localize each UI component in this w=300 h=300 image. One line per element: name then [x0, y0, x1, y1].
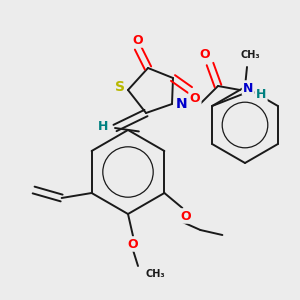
- Text: CH₃: CH₃: [146, 269, 166, 279]
- Text: O: O: [180, 209, 191, 223]
- Text: H: H: [256, 88, 266, 101]
- Text: H: H: [98, 119, 108, 133]
- Text: O: O: [190, 92, 200, 104]
- Text: O: O: [133, 34, 143, 46]
- Text: S: S: [115, 80, 125, 94]
- Text: CH₃: CH₃: [240, 50, 260, 60]
- Text: N: N: [243, 82, 254, 94]
- Text: O: O: [200, 49, 210, 62]
- Text: O: O: [128, 238, 138, 250]
- Text: N: N: [176, 97, 188, 111]
